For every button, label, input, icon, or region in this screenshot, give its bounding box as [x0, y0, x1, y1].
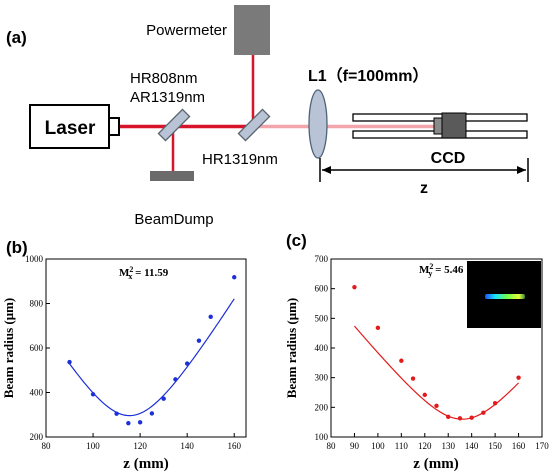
beamdump-block	[150, 171, 194, 181]
chart-b-xlabel: z (mm)	[123, 456, 168, 472]
mirror-hr1319	[237, 108, 271, 142]
beam-profile-spot	[485, 294, 525, 299]
chart-c-points	[352, 284, 521, 421]
data-point	[446, 414, 451, 420]
x-tick-label: 120	[418, 441, 432, 451]
ccd-label: CCD	[431, 150, 466, 167]
y-tick-label: 1000	[25, 254, 44, 264]
data-point	[422, 392, 427, 398]
powermeter-label: Powermeter	[146, 22, 227, 39]
data-point	[469, 415, 474, 420]
data-point	[208, 314, 213, 320]
data-point	[492, 400, 498, 406]
lens-label: L1（f=100mm）	[308, 67, 429, 85]
y-tick-label: 600	[30, 343, 44, 353]
z-arrowhead-left	[322, 166, 331, 174]
x-tick-label: 160	[512, 441, 526, 451]
chart-c-annotation: M2 y = 5.46	[419, 262, 464, 278]
y-tick-label: 800	[30, 299, 44, 309]
panel-a-label: (a)	[6, 28, 27, 47]
x-tick-label: 140	[465, 441, 479, 451]
x-tick-label: 90	[350, 441, 360, 451]
powermeter-box	[234, 5, 270, 55]
data-point	[352, 284, 357, 290]
data-point	[173, 377, 178, 382]
chart-c-fit-curve	[353, 325, 519, 420]
y-tick-label: 600	[315, 284, 329, 294]
chart-c-xlabel: z (mm)	[413, 456, 458, 472]
x-tick-label: 130	[441, 441, 455, 451]
ccd-body	[441, 112, 467, 139]
chart-c-ylabel: Beam radius (μm)	[284, 298, 299, 399]
beamdump-label: BeamDump	[134, 211, 213, 228]
data-point	[457, 416, 463, 421]
x-tick-label: 80	[42, 441, 52, 451]
data-point	[184, 361, 190, 366]
y-tick-label: 100	[315, 432, 329, 442]
x-tick-label: 120	[133, 441, 147, 451]
mirror1-label-line2: AR1319nm	[130, 89, 205, 106]
data-point	[399, 358, 404, 363]
z-arrowhead-right	[517, 166, 526, 174]
chart-b-ylabel: Beam radius (μm)	[1, 298, 16, 399]
chart-b-points	[67, 275, 237, 426]
x-tick-label: 100	[86, 441, 100, 451]
data-point	[161, 396, 166, 401]
laser-box	[29, 104, 110, 149]
data-point	[114, 411, 119, 416]
z-label: z	[420, 180, 428, 197]
laser-label: Laser	[45, 118, 96, 139]
chart-b-annotation: M2 x = 11.59	[119, 265, 169, 281]
panel-b-label: (b)	[6, 238, 28, 257]
mirror1-label-line1: HR808nm	[130, 70, 198, 87]
y-tick-label: 400	[315, 343, 329, 353]
data-point	[516, 375, 521, 380]
panel-c-label: (c)	[286, 231, 307, 250]
y-tick-label: 300	[315, 373, 329, 383]
x-tick-label: 150	[488, 441, 502, 451]
y-tick-label: 500	[315, 313, 329, 323]
data-point	[481, 410, 486, 415]
data-point	[434, 403, 439, 409]
data-point	[126, 421, 131, 426]
data-point	[196, 338, 202, 343]
x-tick-label: 110	[395, 441, 409, 451]
panel-a: (a) Powermeter Laser HR808nm AR1319nm HR…	[6, 5, 529, 228]
data-point	[410, 376, 416, 381]
mirror2-label: HR1319nm	[202, 151, 278, 168]
x-tick-label: 80	[327, 441, 337, 451]
y-tick-label: 200	[315, 402, 329, 412]
chart-b-axes: 80 100 120 140 160 200 400 600 800 1000	[25, 254, 241, 451]
x-tick-label: 170	[535, 441, 549, 451]
data-point	[232, 275, 237, 280]
data-point	[67, 359, 72, 365]
chart-c-axes: 80 90 100 110 120 130 140 150 160 170 100 200 300 400…	[315, 254, 550, 451]
x-tick-label: 160	[227, 441, 241, 451]
x-tick-label: 100	[371, 441, 385, 451]
data-point	[90, 392, 96, 397]
ccd-front	[433, 117, 443, 135]
data-point	[375, 325, 381, 331]
laser-output-port	[108, 117, 120, 136]
y-tick-label: 700	[315, 254, 329, 264]
y-tick-label: 200	[30, 432, 44, 442]
chart-b-fit-curve	[69, 298, 235, 417]
lens-l1	[308, 89, 328, 159]
data-point	[149, 411, 155, 416]
chart-c: (c) 80 90 100 110 120 130 140 150 160 170 100 200 30…	[284, 231, 549, 472]
data-point	[137, 420, 143, 425]
y-tick-label: 400	[30, 388, 44, 398]
chart-b: (b) 80 100 120 140 160 200 400 600 800 1000 M2 x =…	[1, 238, 247, 472]
mirror-hr808	[157, 108, 191, 142]
x-tick-label: 140	[180, 441, 194, 451]
